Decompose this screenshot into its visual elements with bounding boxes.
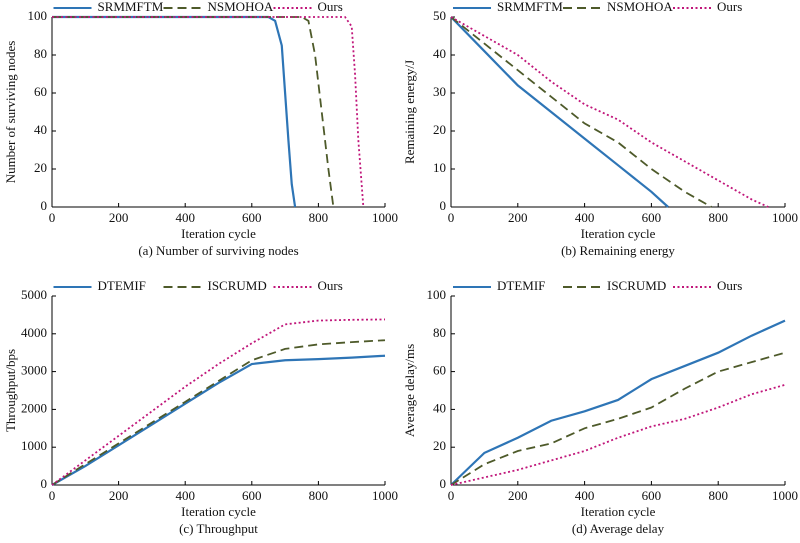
series-line [450, 16, 712, 208]
x-tick-label: 200 [508, 488, 528, 503]
legend-label: Ours [717, 278, 742, 293]
x-tick-label: 0 [448, 210, 455, 225]
series-line [450, 319, 786, 486]
y-tick-label: 20 [433, 438, 446, 453]
y-axis-label: Remaining energy/J [402, 60, 417, 164]
y-axis-label: Number of surviving nodes [3, 41, 18, 184]
y-tick-label: 100 [28, 8, 48, 23]
x-tick-label: 400 [175, 210, 195, 225]
series-line [52, 16, 365, 208]
y-tick-label: 20 [34, 160, 47, 175]
legend-label: NSMOHOA [208, 0, 274, 14]
y-tick-label: 50 [433, 8, 446, 23]
chart-title: (a) Number of surviving nodes [138, 243, 298, 258]
x-axis-label: Iteration cycle [181, 504, 256, 519]
y-tick-label: 0 [440, 476, 447, 491]
y-tick-label: 60 [433, 363, 446, 378]
x-tick-label: 200 [508, 210, 528, 225]
x-tick-label: 600 [242, 210, 262, 225]
series-line [51, 354, 386, 486]
chart-title: (b) Remaining energy [561, 243, 675, 258]
x-tick-label: 800 [708, 210, 728, 225]
x-tick-label: 1000 [772, 488, 798, 503]
y-axis-label: Throughput/bps [3, 349, 18, 432]
y-tick-label: 2000 [21, 400, 47, 415]
legend-label: NSMOHOA [607, 0, 673, 14]
x-tick-label: 800 [708, 488, 728, 503]
y-tick-label: 20 [433, 122, 446, 137]
legend-label: ISCRUMD [607, 278, 666, 293]
x-tick-label: 0 [49, 210, 56, 225]
legend-label: DTEMIF [497, 278, 545, 293]
legend-label: SRMMFTM [98, 0, 164, 14]
x-tick-label: 800 [309, 488, 329, 503]
x-tick-label: 400 [175, 488, 195, 503]
legend-label: SRMMFTM [497, 0, 563, 14]
chart-title: (c) Throughput [179, 521, 258, 536]
x-tick-label: 600 [242, 488, 262, 503]
y-tick-label: 0 [41, 476, 48, 491]
x-tick-label: 0 [448, 488, 455, 503]
y-tick-label: 80 [433, 325, 446, 340]
series-line [51, 318, 386, 486]
series-line [52, 16, 335, 208]
x-axis-label: Iteration cycle [581, 226, 656, 241]
y-tick-label: 60 [34, 84, 47, 99]
x-tick-label: 400 [575, 210, 595, 225]
y-tick-label: 3000 [21, 363, 47, 378]
y-tick-label: 40 [433, 400, 446, 415]
x-tick-label: 0 [49, 488, 56, 503]
y-tick-label: 100 [427, 287, 447, 302]
y-tick-label: 10 [433, 160, 446, 175]
x-axis-label: Iteration cycle [181, 226, 256, 241]
y-tick-label: 4000 [21, 325, 47, 340]
x-tick-label: 1000 [372, 210, 398, 225]
y-tick-label: 30 [433, 84, 446, 99]
series-line [450, 351, 786, 486]
legend-label: ISCRUMD [208, 278, 267, 293]
x-tick-label: 600 [642, 210, 662, 225]
x-tick-label: 400 [575, 488, 595, 503]
y-tick-label: 5000 [21, 287, 47, 302]
legend-label: Ours [318, 0, 343, 14]
y-axis-label: Average delay/ms [402, 344, 417, 437]
series-line [450, 16, 669, 208]
legend-label: Ours [318, 278, 343, 293]
x-tick-label: 1000 [372, 488, 398, 503]
series-line [450, 16, 769, 208]
legend-label: Ours [717, 0, 742, 14]
chart-title: (d) Average delay [572, 521, 665, 536]
y-tick-label: 0 [41, 198, 48, 213]
x-tick-label: 600 [642, 488, 662, 503]
y-tick-label: 80 [34, 46, 47, 61]
y-tick-label: 40 [34, 122, 47, 137]
y-tick-label: 1000 [21, 438, 47, 453]
series-line [51, 339, 386, 486]
x-axis-label: Iteration cycle [581, 504, 656, 519]
x-tick-label: 800 [309, 210, 329, 225]
y-tick-label: 40 [433, 46, 446, 61]
legend-label: DTEMIF [98, 278, 146, 293]
y-tick-label: 0 [440, 198, 447, 213]
x-tick-label: 200 [109, 210, 129, 225]
series-line [52, 15, 297, 208]
x-tick-label: 1000 [772, 210, 798, 225]
x-tick-label: 200 [109, 488, 129, 503]
